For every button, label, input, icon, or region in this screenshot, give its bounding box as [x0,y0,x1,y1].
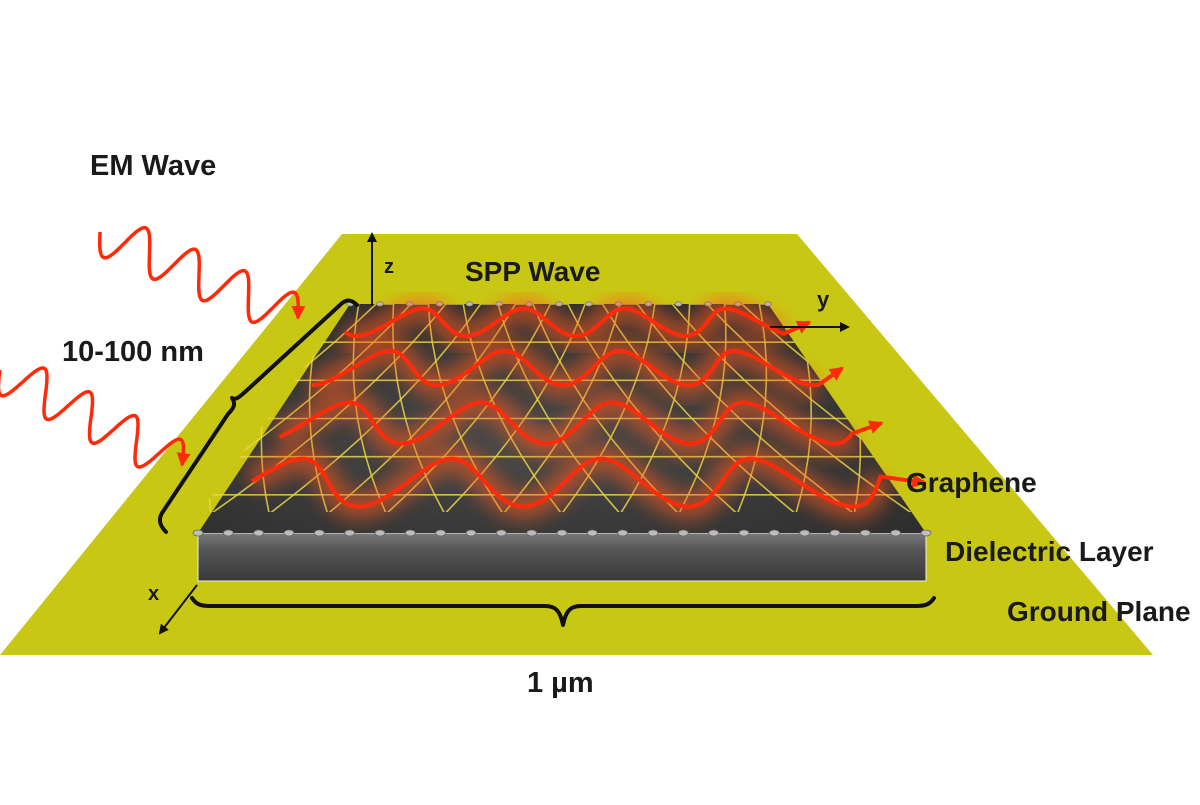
spp-wave-line [278,400,884,446]
carbon-atom [829,529,841,537]
em-wave-arrow [97,225,306,325]
em-waves [0,225,306,469]
width-label: 1 µm [527,667,594,699]
y-axis-label: y [817,287,830,312]
lattice-cell [209,494,271,512]
carbon-atom [253,529,265,537]
carbon-atom [799,529,811,537]
spp-wave-label: SPP Wave [465,256,601,287]
carbon-atom [344,529,356,537]
carbon-atom [677,529,689,537]
carbon-atom [647,529,659,537]
spp-wave-line [343,306,812,339]
spp-wave-line [311,348,844,388]
graphene-label: Graphene [906,467,1037,498]
carbon-atom [738,529,750,537]
carbon-atom [465,301,474,307]
carbon-atom [859,529,871,537]
carbon-atom [764,301,772,307]
carbon-atom [435,529,447,537]
lattice-cell [736,494,797,512]
width-brace [190,596,936,627]
carbon-atom [556,529,568,537]
carbon-atom [526,529,538,537]
carbon-atom [708,529,720,537]
dielectric-layer-label: Dielectric Layer [945,536,1154,567]
carbon-atom [495,529,507,537]
thickness-brace [157,298,359,534]
ground-plane-label: Ground Plane [1007,596,1191,627]
carbon-atom [313,529,325,537]
carbon-atom [376,301,384,307]
lattice-cell [385,494,446,512]
carbon-atom [192,529,204,537]
carbon-atom [283,529,295,537]
spp-waves [250,306,927,509]
thickness-label: 10-100 nm [62,336,204,368]
carbon-atom [586,529,598,537]
carbon-atom [222,529,234,537]
carbon-atom [920,529,932,537]
carbon-atom [890,529,902,537]
carbon-atom [465,529,477,537]
lattice-cell [560,494,622,512]
carbon-atom [585,301,593,307]
carbon-atom [674,301,683,307]
x-axis-arrow [158,584,198,635]
z-axis-label: z [384,256,394,278]
dielectric-layer [197,532,927,582]
carbon-atom [617,529,629,537]
spp-wave-line [250,456,927,509]
em-wave-label: EM Wave [90,150,217,182]
carbon-atom [374,529,386,537]
carbon-atom [768,529,780,537]
em-wave-arrow [0,366,191,469]
x-axis-label: x [148,583,160,605]
carbon-atom [404,529,416,537]
carbon-atom [555,301,563,307]
